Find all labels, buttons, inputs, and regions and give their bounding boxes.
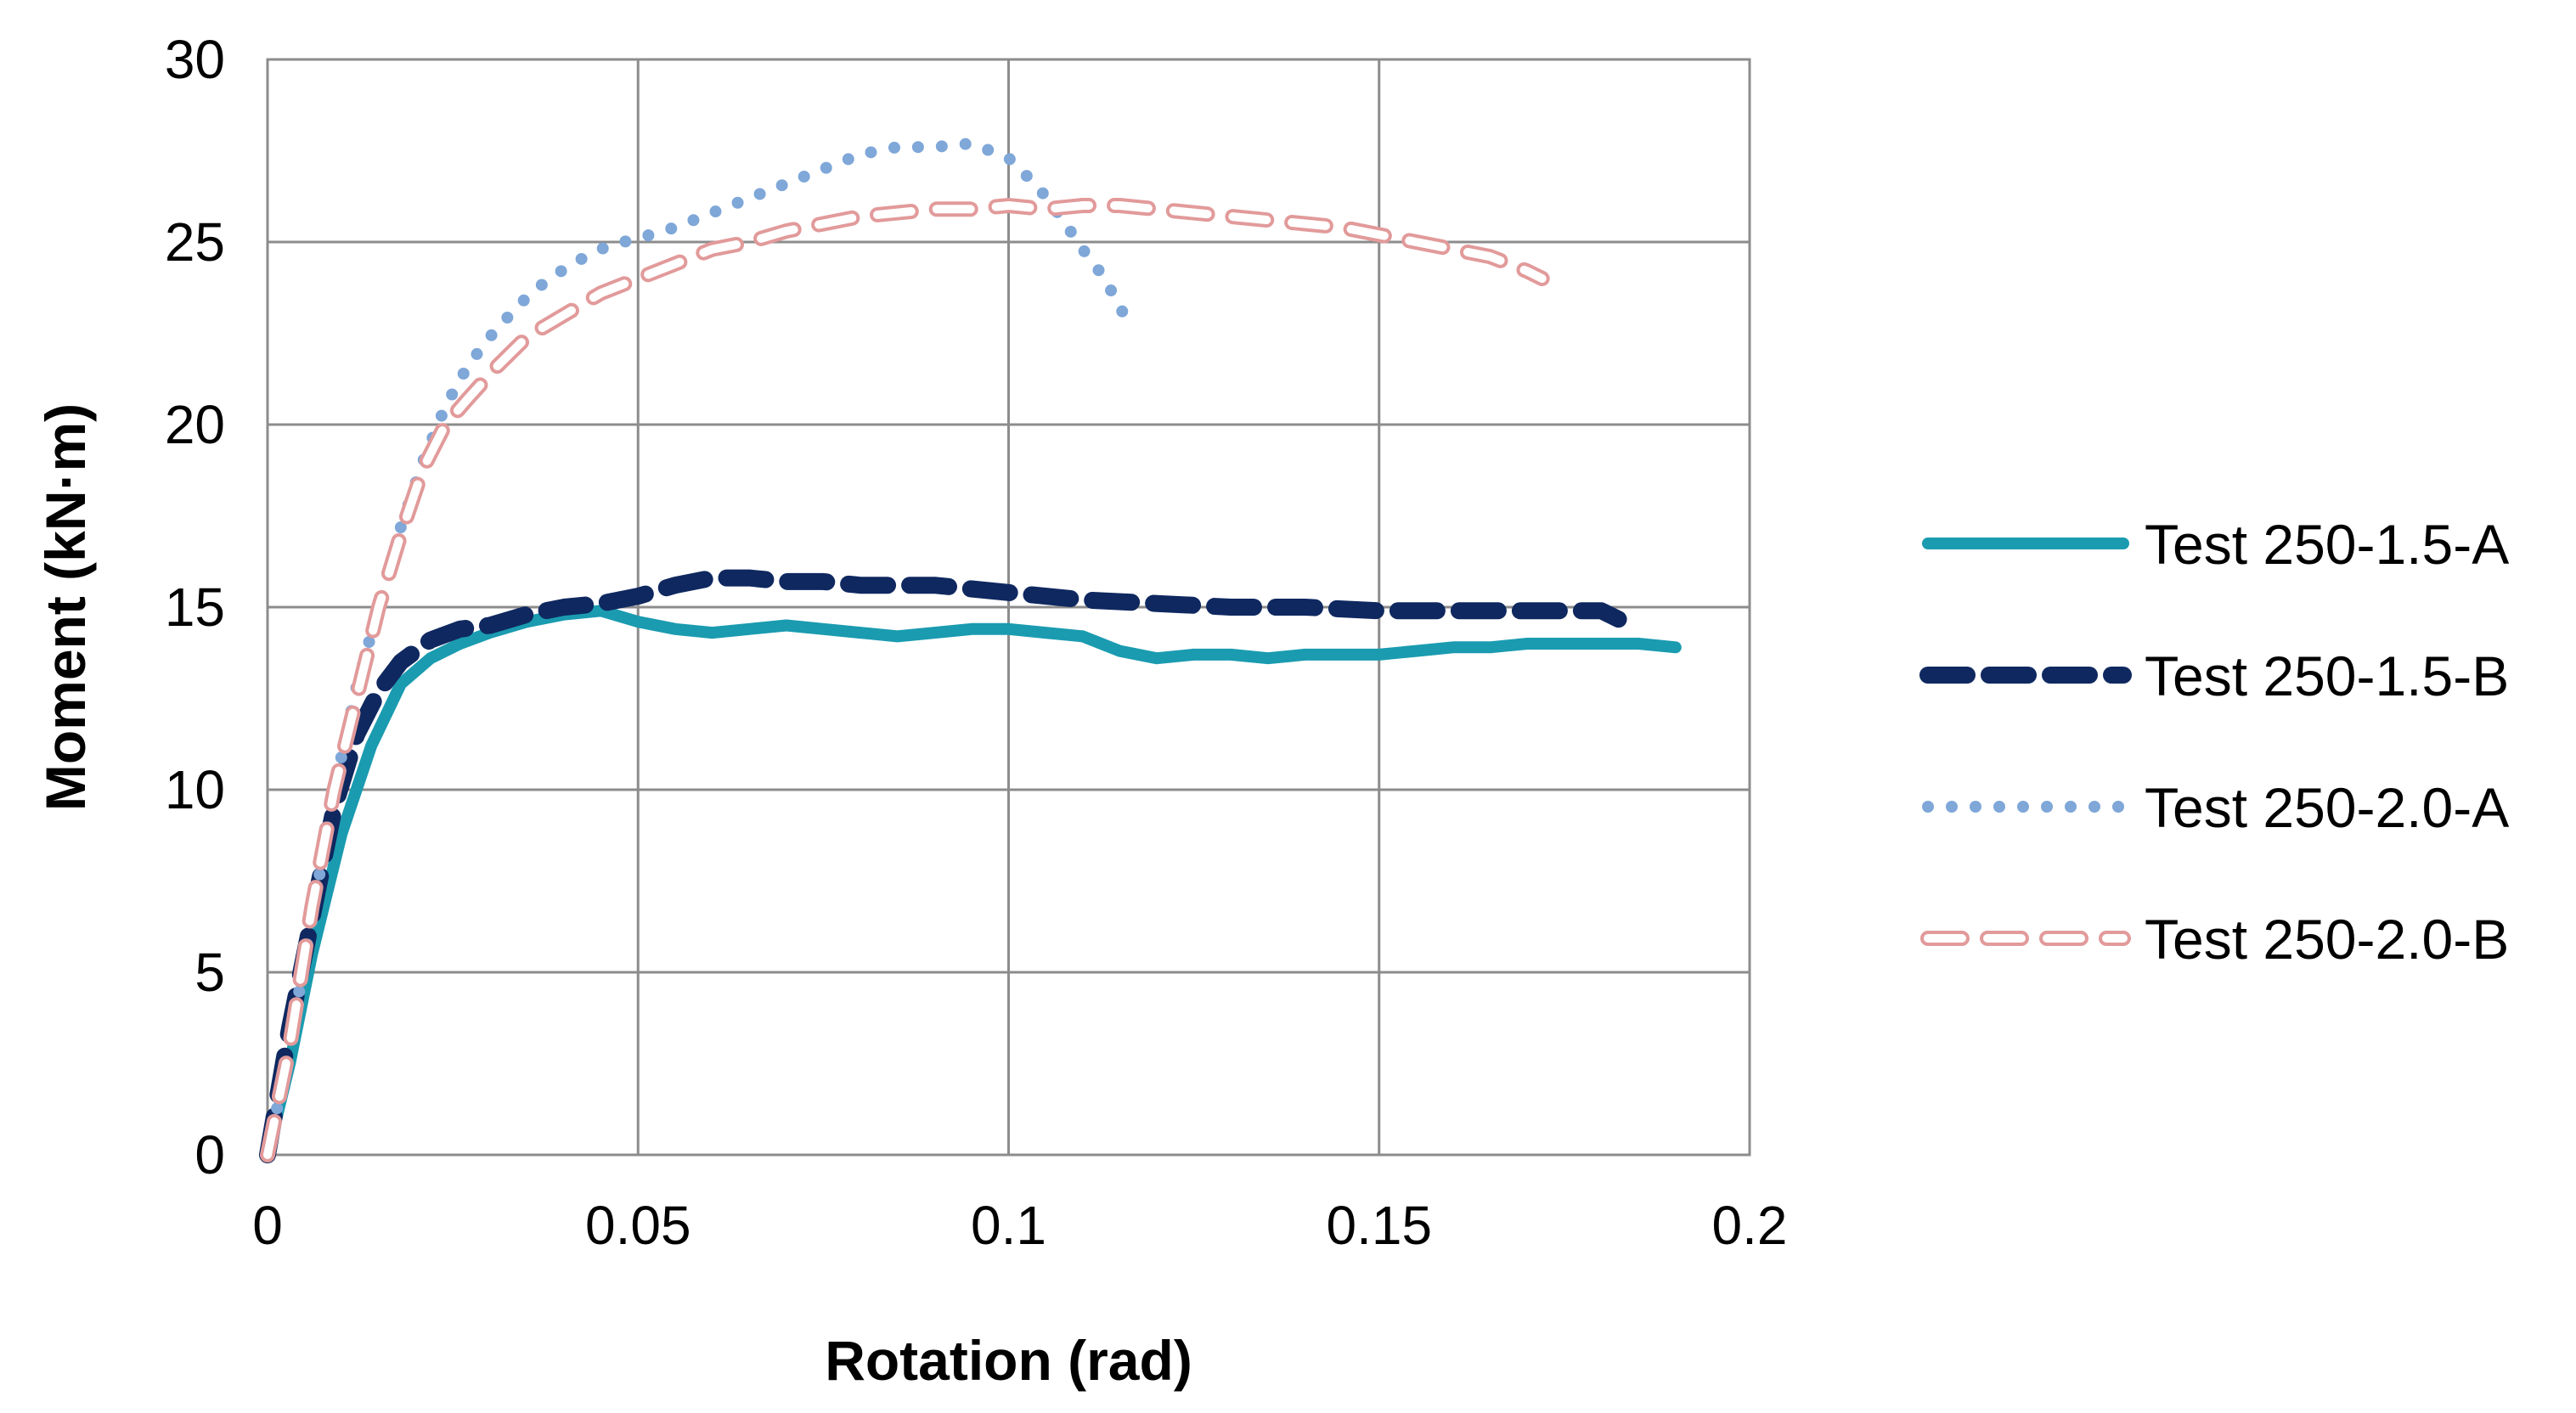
legend-label: Test 250-2.0-A bbox=[2145, 776, 2509, 839]
series-line-inner bbox=[263, 201, 1547, 1159]
legend-item-test-250-1-5-a: Test 250-1.5-A bbox=[1922, 513, 2509, 576]
y-tick-label: 15 bbox=[165, 577, 225, 638]
y-tick-label: 20 bbox=[165, 394, 225, 455]
x-axis-title: Rotation (rad) bbox=[825, 1329, 1192, 1392]
legend-label: Test 250-1.5-B bbox=[2145, 645, 2509, 707]
legend-label: Test 250-1.5-A bbox=[2145, 513, 2509, 576]
series-layer bbox=[259, 137, 1682, 1163]
legend-item-test-250-1-5-b: Test 250-1.5-B bbox=[1919, 645, 2509, 707]
series-line bbox=[262, 605, 1682, 1161]
series-line bbox=[262, 137, 1141, 1161]
series-test-250-2-0-a bbox=[262, 137, 1141, 1161]
legend-label: Test 250-2.0-B bbox=[2145, 908, 2509, 971]
y-tick-label: 25 bbox=[165, 211, 225, 273]
series-line bbox=[259, 569, 1632, 1163]
legend-item-test-250-2-0-a: Test 250-2.0-A bbox=[1922, 776, 2509, 839]
plot-frame bbox=[266, 58, 1751, 1157]
x-tick-label: 0.1 bbox=[971, 1195, 1046, 1256]
series-test-250-1-5-b bbox=[259, 569, 1632, 1163]
x-tick-label: 0 bbox=[252, 1195, 283, 1256]
x-tick-label: 0.2 bbox=[1712, 1195, 1788, 1256]
y-tick-label: 0 bbox=[194, 1124, 225, 1185]
x-tick-label: 0.05 bbox=[585, 1195, 691, 1256]
y-tick-label: 30 bbox=[165, 29, 225, 90]
series-test-250-1-5-a bbox=[262, 605, 1682, 1161]
tick-label-layer: 0 5 10 15 20 25 30 0 0.05 0.1 0.15 0.2 bbox=[165, 29, 1788, 1256]
x-tick-label: 0.15 bbox=[1326, 1195, 1432, 1256]
y-axis-title: Moment (kN·m) bbox=[34, 403, 97, 811]
y-tick-label: 10 bbox=[165, 759, 225, 820]
y-tick-label: 5 bbox=[194, 942, 225, 1003]
axis-layer bbox=[266, 58, 1751, 1157]
legend: Test 250-1.5-A Test 250-1.5-B Test 250-2.0… bbox=[1919, 513, 2509, 971]
legend-item-test-250-2-0-b: Test 250-2.0-B bbox=[1920, 908, 2509, 971]
series-test-250-2-0-b bbox=[260, 198, 1550, 1162]
series-line bbox=[260, 198, 1550, 1162]
